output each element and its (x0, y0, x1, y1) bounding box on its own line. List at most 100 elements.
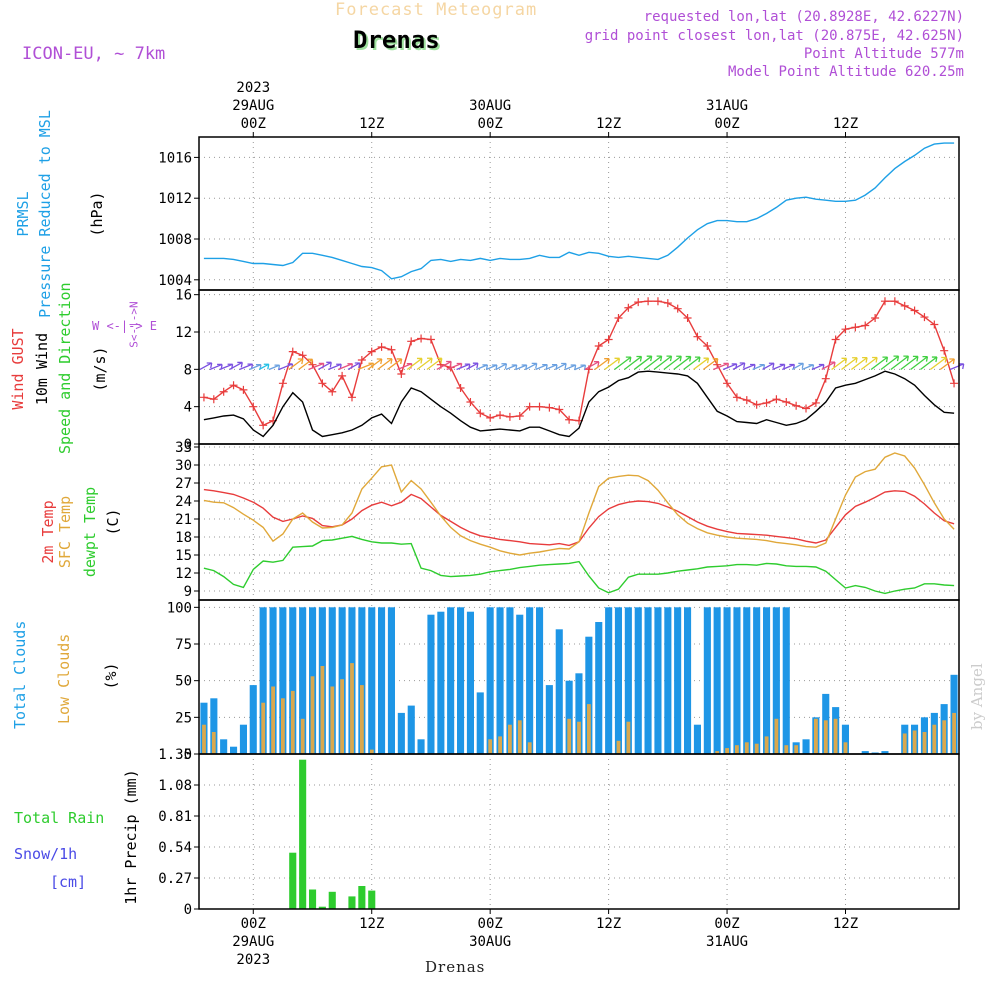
bar-low-clouds (715, 751, 720, 754)
bar-low-clouds (567, 718, 572, 754)
wind-arrow (387, 358, 403, 370)
bar-low-clouds (616, 740, 621, 754)
series-line-sfc-temp (203, 452, 955, 556)
bar-total-clouds (545, 685, 553, 754)
bar-total-clouds (387, 607, 395, 754)
wind-arrow (890, 355, 909, 370)
wind-arrow (209, 363, 223, 371)
gust-marker (772, 395, 781, 404)
bar-total-clouds (289, 607, 297, 754)
wind-arrow (633, 355, 653, 370)
gust-marker (496, 411, 505, 420)
wind-arrow (782, 363, 795, 371)
grid-point-location: grid point closest lon,lat (20.875E, 42.… (584, 28, 964, 44)
gust-marker (762, 398, 771, 407)
y-tick-label: 1004 (158, 273, 192, 289)
bar-total-clouds (269, 607, 277, 754)
bar-total-clouds (526, 607, 534, 754)
gust-marker (890, 297, 899, 306)
wind-arrowhead (656, 355, 663, 362)
bar-total-clouds (457, 607, 465, 754)
y-tick-label: 1008 (158, 232, 192, 248)
wind-arrowhead (666, 355, 673, 362)
bar-low-clouds (952, 712, 956, 754)
wind-arrowhead (326, 361, 332, 368)
gust-marker (476, 409, 485, 418)
gust-marker (505, 412, 514, 421)
wind-arrow (268, 364, 280, 371)
bar-low-clouds (735, 745, 739, 754)
gust-marker (673, 304, 682, 313)
bar-low-clouds (942, 720, 947, 754)
wind-arrow (821, 361, 836, 371)
wind-arrow (910, 356, 928, 370)
bar-low-clouds (587, 704, 591, 754)
wind-arrowhead (949, 358, 955, 365)
wind-arrowhead (614, 357, 621, 364)
wind-arrow (653, 355, 672, 370)
bar-total-rain (358, 886, 366, 909)
gust-marker (545, 403, 554, 412)
gust-marker (318, 379, 327, 388)
wind-arrow (752, 364, 765, 371)
wind-arrow (535, 364, 548, 371)
gust-marker (239, 385, 248, 394)
bar-total-clouds (763, 607, 771, 754)
wind-arrowhead (922, 356, 929, 362)
bar-total-rain (368, 890, 376, 909)
wind-arrow (515, 364, 527, 371)
y-tick-label: 0.27 (158, 871, 192, 887)
wind-arrowhead (941, 356, 947, 363)
bar-low-clouds (902, 733, 907, 754)
y-tick-label: 0 (184, 902, 192, 918)
wind-arrow (485, 364, 498, 371)
gust-marker (861, 321, 870, 330)
bar-total-rain (348, 896, 356, 909)
bar-total-clouds (230, 746, 238, 754)
wind-arrow (239, 363, 253, 371)
wind-arrowhead (893, 355, 900, 362)
gust-marker (683, 314, 692, 322)
bar-total-clouds (644, 607, 652, 754)
wind-arrow (298, 358, 313, 370)
gust-marker (525, 402, 534, 411)
gust-marker (486, 413, 495, 422)
panel-0 (194, 136, 960, 291)
bar-total-clouds (486, 607, 494, 754)
bar-total-clouds (565, 680, 573, 754)
wind-arrowhead (712, 358, 719, 364)
gust-marker (821, 374, 830, 383)
gust-marker (624, 303, 633, 312)
bar-total-clouds (802, 739, 810, 754)
bar-low-clouds (725, 748, 729, 754)
wind-arrow (554, 362, 567, 371)
wind-arrow (347, 362, 361, 371)
gust-marker (900, 301, 909, 310)
gust-marker (535, 402, 544, 411)
bar-low-clouds (754, 743, 759, 754)
wind-arrowhead (931, 356, 938, 363)
wind-arrowhead (531, 362, 538, 369)
panel-4 (194, 753, 960, 910)
gust-marker (367, 347, 376, 356)
bar-total-clouds (299, 607, 307, 754)
series-line-dewpt-temp (203, 535, 955, 595)
bar-low-clouds (774, 718, 779, 754)
series-line-10m-wind (203, 370, 955, 438)
bar-total-rain (318, 906, 326, 909)
wind-arrow (446, 362, 462, 371)
bar-low-clouds (794, 745, 799, 754)
y-tick-label: 33 (175, 440, 192, 456)
wind-arrow (328, 363, 342, 371)
bar-total-clouds (210, 698, 218, 754)
bar-total-clouds (614, 607, 622, 754)
wind-arrow (406, 357, 423, 370)
bar-total-clouds (417, 739, 425, 754)
wind-arrow (525, 362, 538, 371)
wind-arrow (426, 357, 443, 370)
wind-arrowhead (646, 355, 653, 362)
wind-arrowhead (446, 360, 452, 367)
gust-marker (614, 314, 623, 322)
bar-total-clouds (674, 607, 682, 754)
